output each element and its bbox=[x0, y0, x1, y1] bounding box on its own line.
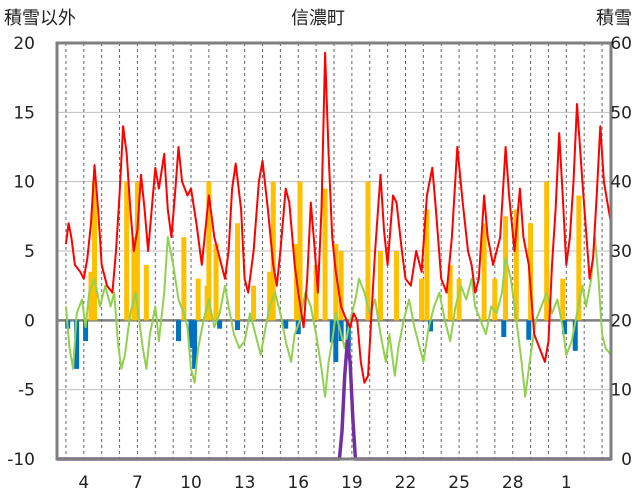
temperature-series bbox=[64, 51, 612, 384]
plot-frame bbox=[55, 41, 613, 461]
y-left-tick-label: -10 bbox=[7, 450, 35, 470]
blue-bar bbox=[345, 320, 351, 351]
blue-bar bbox=[428, 320, 434, 332]
orange-bar bbox=[333, 244, 339, 321]
blue-bar bbox=[501, 320, 507, 337]
x-tick-label: 7 bbox=[132, 473, 143, 493]
blue-bar bbox=[329, 320, 335, 343]
y-right-tick-label: 50 bbox=[610, 103, 632, 123]
blue-bar bbox=[333, 320, 339, 362]
y-left-tick-label: 20 bbox=[13, 34, 35, 54]
orange-bar bbox=[297, 181, 303, 321]
blue-bar bbox=[74, 320, 80, 369]
orange-bar bbox=[213, 244, 219, 321]
orange-bar bbox=[394, 251, 400, 321]
x-ticks: 4 7 10 13 16 19 22 25 28 1 bbox=[78, 473, 571, 493]
orange-bar bbox=[92, 181, 98, 321]
orange-bar bbox=[456, 278, 462, 321]
orange-bar bbox=[206, 181, 212, 321]
x-tick-label: 4 bbox=[78, 473, 89, 493]
orange-bar bbox=[424, 209, 430, 321]
blue-bar bbox=[83, 320, 89, 342]
orange-bar bbox=[267, 271, 273, 321]
orange-bar bbox=[234, 223, 240, 321]
y-right-ticks: 60 50 40 30 20 10 0 bbox=[610, 34, 632, 470]
y-right-tick-label: 20 bbox=[610, 311, 632, 331]
orange-bar bbox=[481, 223, 487, 321]
x-tick-label: 28 bbox=[502, 473, 524, 493]
chart-title: 信濃町 bbox=[291, 8, 345, 29]
x-tick-label: 19 bbox=[341, 473, 363, 493]
blue-bar bbox=[283, 320, 289, 329]
orange-bar bbox=[251, 285, 257, 321]
orange-bar bbox=[447, 264, 453, 321]
x-tick-label: 1 bbox=[561, 473, 572, 493]
blue-bar bbox=[176, 320, 182, 342]
orange-bar bbox=[181, 237, 187, 321]
blue-bar bbox=[192, 320, 198, 369]
axis-text: 積雪以外 信濃町 積雪 bbox=[4, 8, 632, 29]
y-left-tick-label: -5 bbox=[18, 381, 35, 401]
orange-bar bbox=[134, 181, 140, 321]
orange-bar bbox=[419, 278, 425, 321]
temperature-line bbox=[64, 51, 612, 384]
orange-bar bbox=[513, 209, 519, 321]
y-right-tick-label: 0 bbox=[621, 450, 632, 470]
blue-bar bbox=[234, 320, 240, 331]
ylabel-left: 積雪以外 bbox=[4, 8, 76, 29]
y-right-tick-label: 30 bbox=[610, 242, 632, 262]
snow-depth-line bbox=[57, 339, 611, 461]
orange-bar bbox=[544, 181, 550, 321]
y-left-tick-label: 5 bbox=[24, 242, 35, 262]
x-tick-label: 10 bbox=[180, 473, 202, 493]
blue-bar bbox=[572, 320, 578, 351]
y-left-ticks: 20 15 10 5 0 -5 -10 bbox=[7, 34, 35, 470]
orange-bar bbox=[338, 251, 344, 321]
orange-bar bbox=[377, 251, 383, 321]
x-tick-label: 25 bbox=[448, 473, 470, 493]
orange-bar bbox=[492, 278, 498, 321]
ylabel-right: 積雪 bbox=[596, 8, 632, 29]
snow-depth-series bbox=[57, 339, 611, 461]
orange-bar bbox=[270, 181, 276, 321]
y-left-tick-label: 0 bbox=[24, 311, 35, 331]
green-series bbox=[64, 236, 612, 398]
x-tick-label: 16 bbox=[287, 473, 309, 493]
green-line bbox=[64, 236, 612, 398]
orange-bar bbox=[131, 237, 137, 321]
x-tick-label: 13 bbox=[234, 473, 256, 493]
x-tick-label: 22 bbox=[395, 473, 417, 493]
orange-bar bbox=[143, 264, 149, 321]
orange-bar bbox=[322, 188, 328, 321]
orange-bar bbox=[124, 181, 130, 321]
orange-bar bbox=[576, 195, 582, 321]
blue-bar bbox=[562, 320, 568, 335]
y-left-tick-label: 15 bbox=[13, 103, 35, 123]
orange-bar bbox=[503, 216, 509, 321]
orange-bar bbox=[195, 278, 201, 321]
y-left-tick-label: 10 bbox=[13, 173, 35, 193]
orange-bar bbox=[88, 271, 94, 321]
orange-bar bbox=[528, 223, 534, 321]
blue-bar bbox=[217, 320, 223, 329]
y-right-tick-label: 10 bbox=[610, 381, 632, 401]
blue-bar bbox=[188, 320, 194, 349]
orange-bar bbox=[560, 278, 566, 321]
y-right-tick-label: 40 bbox=[610, 173, 632, 193]
blue-bar bbox=[526, 320, 532, 340]
orange-bar bbox=[365, 181, 371, 321]
y-right-tick-label: 60 bbox=[610, 34, 632, 54]
orange-bar bbox=[313, 264, 319, 321]
